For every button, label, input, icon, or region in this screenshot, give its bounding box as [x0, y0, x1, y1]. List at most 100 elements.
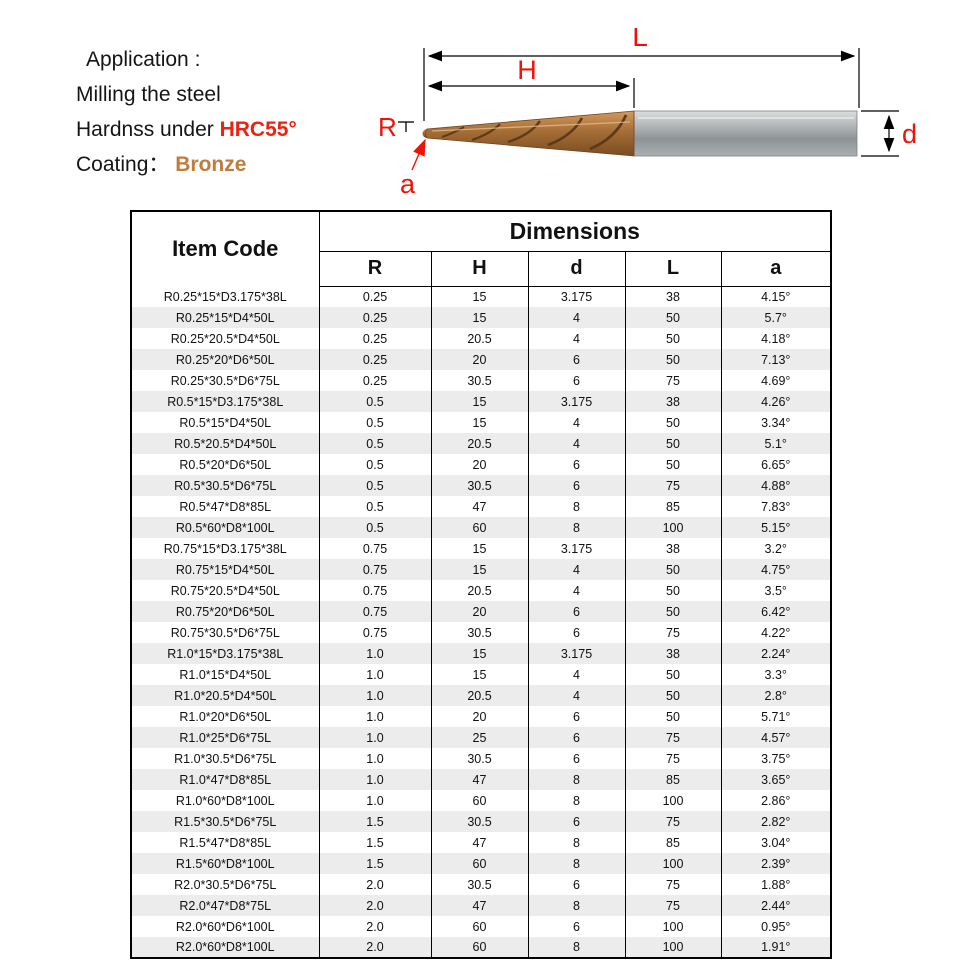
dimension-cell: 38: [624, 643, 721, 664]
dimension-cell: 4.15°: [720, 286, 831, 307]
spec-table-body: R0.25*15*D3.175*38L 0.25 15 3.175 38 4.15° R0.…: [131, 286, 831, 958]
dimension-cell: 0.25: [318, 370, 431, 391]
dimension-cell: 60: [430, 790, 528, 811]
dimension-cell: 1.0: [318, 643, 431, 664]
dimension-cell: 4: [527, 412, 625, 433]
spec-table-section: Item Code Dimensions R H d L a R0.25*15*…: [130, 210, 960, 959]
dimension-cell: 30.5: [430, 811, 528, 832]
flute-edge-2: [471, 123, 501, 142]
dimension-cell: 15: [430, 286, 528, 307]
dimension-cell: 2.0: [318, 916, 431, 937]
dimension-cell: 3.175: [527, 391, 625, 412]
dimension-cell: 0.5: [318, 412, 431, 433]
dimension-cell: 75: [624, 622, 721, 643]
item-code-cell: R0.25*15*D3.175*38L: [163, 289, 287, 304]
table-row: R1.0*60*D8*100L 1.0 60 8 100 2.86°: [131, 790, 831, 811]
column-header-R: R: [318, 251, 431, 287]
table-row: R0.5*20*D6*50L 0.5 20 6 50 6.65°: [131, 454, 831, 475]
dimension-cell: 15: [430, 307, 528, 328]
table-row: R0.75*15*D4*50L 0.75 15 4 50 4.75°: [131, 559, 831, 580]
dimension-cell: 0.25: [318, 286, 431, 307]
dimension-cell: 0.75: [318, 580, 431, 601]
dimension-cell: 50: [624, 706, 721, 727]
dimension-cell: 0.5: [318, 454, 431, 475]
item-code-cell: R0.5*20.5*D4*50L: [174, 436, 277, 451]
table-row: R1.0*47*D8*85L 1.0 47 8 85 3.65°: [131, 769, 831, 790]
dimension-cell: 4: [527, 433, 625, 454]
dimension-cell: 1.0: [318, 685, 431, 706]
coating-value: Bronze: [175, 153, 247, 176]
table-row: R0.75*20*D6*50L 0.75 20 6 50 6.42°: [131, 601, 831, 622]
item-code-cell: R0.75*15*D4*50L: [175, 562, 275, 577]
dimension-cell: 0.25: [318, 307, 431, 328]
dimension-cell: 2.82°: [720, 811, 831, 832]
dimension-cell: 75: [624, 874, 721, 895]
dimension-cell: 5.7°: [720, 307, 831, 328]
dimension-cell: 2.44°: [720, 895, 831, 916]
item-code-cell: R0.5*15*D3.175*38L: [167, 394, 284, 409]
table-row: R1.0*20.5*D4*50L 1.0 20.5 4 50 2.8°: [131, 685, 831, 706]
column-header-a: a: [720, 251, 831, 287]
dimension-cell: 30.5: [430, 475, 528, 496]
item-code-cell: R1.0*60*D8*100L: [175, 793, 275, 808]
application-label: Application :: [86, 48, 201, 71]
item-code-cell: R0.5*15*D4*50L: [179, 415, 272, 430]
dimension-cell: 6: [527, 874, 625, 895]
dimension-cell: 0.75: [318, 601, 431, 622]
dimension-cell: 15: [430, 664, 528, 685]
dimension-cell: 3.65°: [720, 769, 831, 790]
table-row: R0.5*20.5*D4*50L 0.5 20.5 4 50 5.1°: [131, 433, 831, 454]
dimension-cell: 20.5: [430, 433, 528, 454]
dimension-cell: 50: [624, 328, 721, 349]
dimension-cell: 15: [430, 391, 528, 412]
table-row: R2.0*30.5*D6*75L 2.0 30.5 6 75 1.88°: [131, 874, 831, 895]
item-code-cell: R0.75*30.5*D6*75L: [170, 625, 280, 640]
table-row: R0.25*20*D6*50L 0.25 20 6 50 7.13°: [131, 349, 831, 370]
dimension-cell: 1.0: [318, 706, 431, 727]
dimension-cell: 50: [624, 412, 721, 433]
item-code-cell: R2.0*60*D6*100L: [175, 919, 275, 934]
dimension-cell: 7.83°: [720, 496, 831, 517]
dimension-cell: 1.0: [318, 727, 431, 748]
dimension-cell: 47: [430, 769, 528, 790]
item-code-cell: R0.5*30.5*D6*75L: [174, 478, 277, 493]
dimension-cell: 100: [624, 853, 721, 874]
flute-edge-1: [441, 126, 465, 138]
dimension-cell: 60: [430, 916, 528, 937]
dimension-cell: 4.22°: [720, 622, 831, 643]
table-row: R0.75*20.5*D4*50L 0.75 20.5 4 50 3.5°: [131, 580, 831, 601]
table-row: R0.5*60*D8*100L 0.5 60 8 100 5.15°: [131, 517, 831, 538]
dimension-cell: 0.75: [318, 538, 431, 559]
dimension-cell: 38: [624, 286, 721, 307]
dimension-cell: 0.75: [318, 622, 431, 643]
item-code-cell: R0.75*20.5*D4*50L: [170, 583, 280, 598]
flute-highlight: [431, 121, 631, 132]
dimension-cell: 2.8°: [720, 685, 831, 706]
dimension-cell: 4: [527, 580, 625, 601]
dim-d: [861, 110, 899, 157]
dimension-cell: 75: [624, 370, 721, 391]
dimension-cell: 4.69°: [720, 370, 831, 391]
dimension-cell: 8: [527, 790, 625, 811]
dimension-cell: 3.04°: [720, 832, 831, 853]
dimension-cell: 0.5: [318, 433, 431, 454]
dimension-cell: 50: [624, 349, 721, 370]
dimension-cell: 30.5: [430, 874, 528, 895]
dimension-cell: 6: [527, 349, 625, 370]
dimension-cell: 0.25: [318, 349, 431, 370]
dimension-cell: 0.5: [318, 517, 431, 538]
dimension-cell: 50: [624, 580, 721, 601]
dimension-cell: 60: [430, 853, 528, 874]
dimension-cell: 8: [527, 937, 625, 958]
top-section: Application : Milling the steel Hardnss …: [0, 0, 960, 206]
dimension-cell: 2.0: [318, 895, 431, 916]
dimension-cell: 4.18°: [720, 328, 831, 349]
application-line2: Hardnss under HRC55°: [76, 112, 297, 147]
dim-H: [427, 78, 635, 108]
dimension-cell: 0.5: [318, 496, 431, 517]
table-row: R2.0*60*D8*100L 2.0 60 8 100 1.91°: [131, 937, 831, 958]
dim-L-label: L: [632, 28, 648, 52]
dimension-cell: 6: [527, 601, 625, 622]
coating-label: Coating：: [76, 153, 170, 176]
